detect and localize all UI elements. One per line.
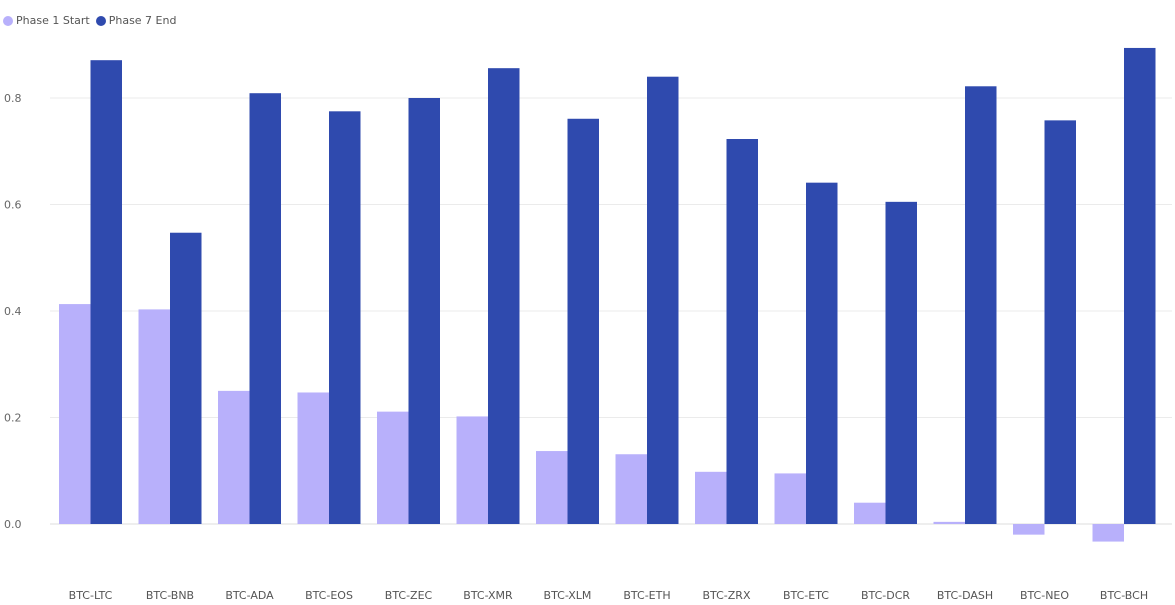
legend-dot-icon: [95, 15, 106, 26]
bar-btc-dash-phase-1-start[interactable]: [933, 521, 966, 524]
bar-btc-eos-phase-1-start[interactable]: [297, 392, 330, 524]
bar-btc-ltc-phase-1-start[interactable]: [59, 304, 91, 524]
bar-btc-zec-phase-7-end[interactable]: [408, 98, 441, 524]
bar-btc-bnb-phase-7-end[interactable]: [170, 232, 202, 524]
x-tick-label: BTC-ETC: [783, 589, 829, 602]
bar-btc-etc-phase-7-end[interactable]: [806, 182, 838, 525]
x-tick-label: BTC-EOS: [305, 589, 353, 602]
bar-btc-ada-phase-1-start[interactable]: [218, 390, 250, 524]
y-tick-label: 0.6: [4, 199, 22, 212]
bar-btc-bch-phase-1-start[interactable]: [1092, 524, 1125, 542]
bar-btc-eth-phase-7-end[interactable]: [647, 76, 679, 524]
legend-dot-icon: [3, 15, 13, 26]
legend-item-phase-7-end[interactable]: Phase 7 End: [95, 14, 177, 27]
x-tick-label: BTC-XLM: [544, 589, 592, 602]
legend: Phase 1 Start Phase 7 End: [3, 14, 176, 27]
bar-btc-eth-phase-1-start[interactable]: [615, 454, 648, 524]
x-tick-label: BTC-ETH: [623, 589, 670, 602]
legend-label: Phase 1 Start: [16, 14, 90, 27]
bar-btc-xlm-phase-7-end[interactable]: [567, 118, 600, 524]
bar-btc-bnb-phase-1-start[interactable]: [138, 309, 171, 524]
x-tick-label: BTC-DCR: [861, 589, 910, 602]
bar-btc-bch-phase-7-end[interactable]: [1124, 47, 1156, 524]
bar-btc-eos-phase-7-end[interactable]: [329, 111, 361, 524]
bar-btc-xmr-phase-7-end[interactable]: [488, 68, 520, 525]
y-tick-label: 0.8: [4, 92, 22, 105]
legend-label: Phase 7 End: [108, 14, 177, 27]
y-tick-label: 0.4: [4, 305, 22, 318]
bar-btc-ltc-phase-7-end[interactable]: [90, 60, 123, 524]
x-tick-label: BTC-BNB: [146, 589, 194, 602]
bar-btc-xlm-phase-1-start[interactable]: [536, 451, 568, 524]
bar-btc-etc-phase-1-start[interactable]: [774, 473, 807, 524]
legend-item-phase-1-start[interactable]: Phase 1 Start: [3, 14, 90, 27]
y-tick-label: 0.2: [4, 412, 22, 425]
bar-btc-zrx-phase-7-end[interactable]: [726, 139, 759, 524]
bar-btc-xmr-phase-1-start[interactable]: [456, 416, 489, 524]
bar-btc-neo-phase-1-start[interactable]: [1013, 524, 1045, 535]
bar-btc-dcr-phase-7-end[interactable]: [885, 201, 918, 524]
bar-btc-zec-phase-1-start[interactable]: [377, 411, 409, 524]
bar-btc-dash-phase-7-end[interactable]: [965, 86, 997, 524]
x-tick-label: BTC-DASH: [937, 589, 993, 602]
bar-btc-neo-phase-7-end[interactable]: [1044, 120, 1077, 525]
x-tick-label: BTC-BCH: [1100, 589, 1148, 602]
bar-btc-dcr-phase-1-start[interactable]: [854, 502, 886, 524]
bar-btc-zrx-phase-1-start[interactable]: [695, 471, 727, 524]
x-tick-label: BTC-ZEC: [385, 589, 433, 602]
x-tick-label: BTC-ADA: [225, 589, 274, 602]
x-tick-label: BTC-XMR: [463, 589, 513, 602]
x-tick-label: BTC-NEO: [1020, 589, 1069, 602]
x-tick-label: BTC-LTC: [69, 589, 113, 602]
x-tick-label: BTC-ZRX: [703, 589, 751, 602]
y-tick-label: 0.0: [4, 518, 22, 531]
bar-btc-ada-phase-7-end[interactable]: [249, 93, 282, 525]
